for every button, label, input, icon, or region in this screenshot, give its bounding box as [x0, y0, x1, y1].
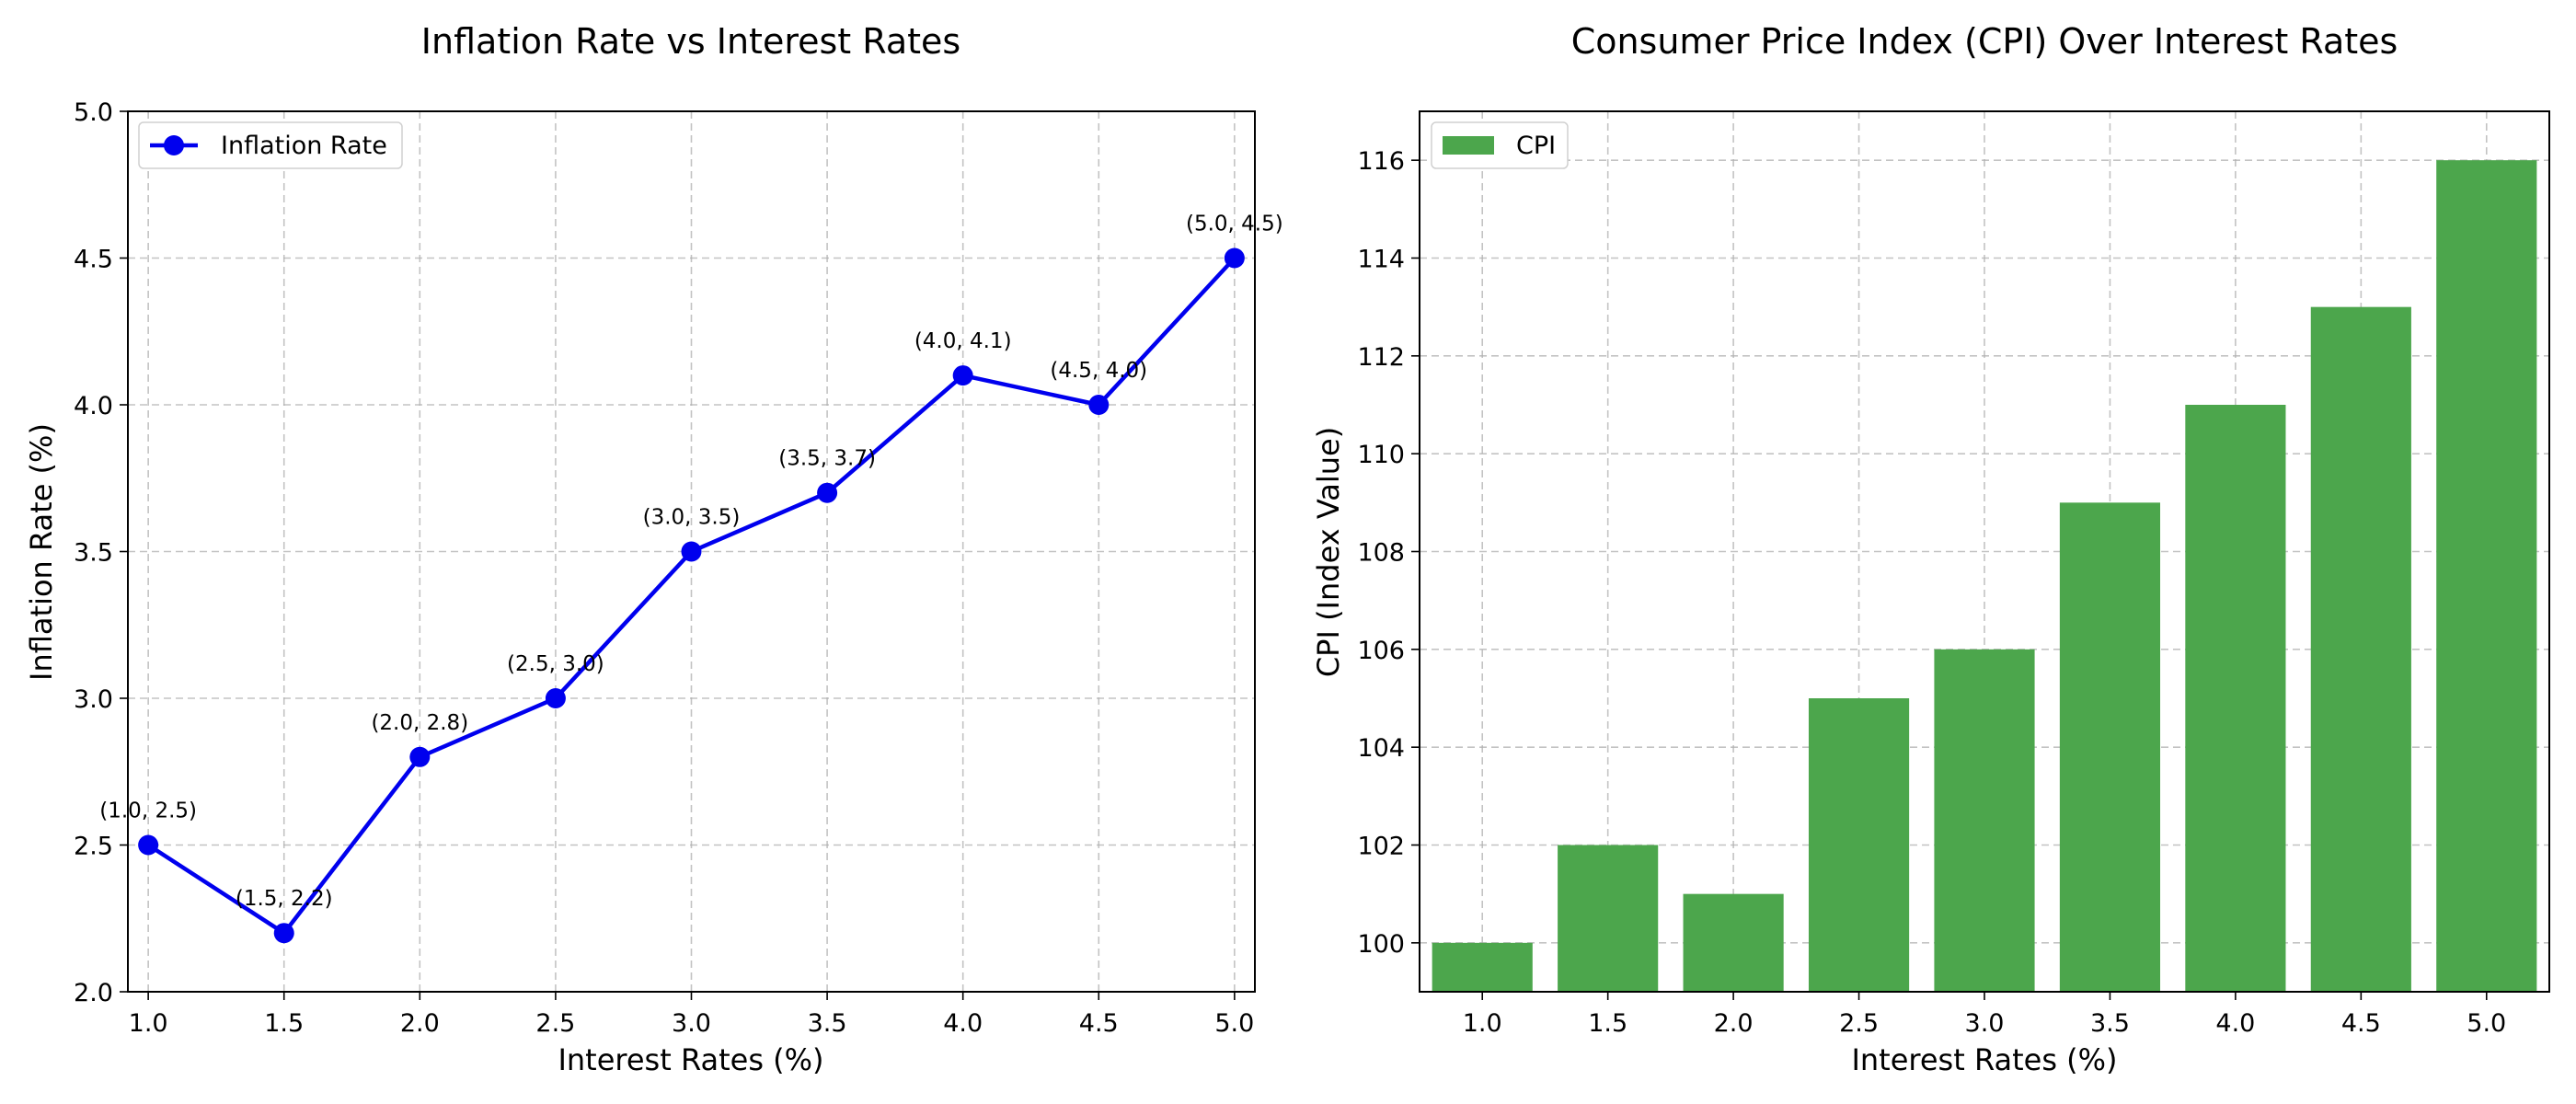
axis-ticks: 1.0 1.5 2.0 2.5 3.0 3.5 4.0 4.5 5.0 2.0 2.5 3.0 3.5 4… — [74, 98, 1254, 1038]
data-point — [1224, 247, 1245, 269]
bar — [1683, 893, 1784, 992]
y-tick-label: 102 — [1357, 833, 1405, 861]
y-tick-label: 110 — [1357, 441, 1405, 469]
x-tick-label: 4.0 — [2215, 1009, 2255, 1038]
x-tick-label: 2.5 — [535, 1009, 575, 1038]
axis-ticks: 1.0 1.5 2.0 2.5 3.0 3.5 4.0 4.5 5.0 100 102 104 106 1… — [1357, 147, 2506, 1038]
data-label: (4.5, 4.0) — [1050, 359, 1147, 383]
y-tick-label: 108 — [1357, 539, 1405, 568]
x-tick-label: 1.5 — [1588, 1009, 1627, 1038]
legend-marker-swatch — [164, 135, 184, 155]
data-label: (1.5, 2.2) — [236, 887, 333, 911]
data-label: (2.5, 3.0) — [507, 652, 604, 676]
plot-area: (1.0, 2.5) (1.5, 2.2) (2.0, 2.8) (2.5, 3.0)… — [99, 213, 1283, 944]
y-tick-label: 3.5 — [74, 539, 113, 568]
data-label: (3.5, 3.7) — [778, 447, 876, 471]
y-tick-label: 106 — [1357, 637, 1405, 665]
inflation-line-chart: Inflation Rate vs Interest Rates (1.0, 2… — [24, 21, 1283, 1077]
data-point — [817, 482, 838, 503]
y-tick-label: 104 — [1357, 734, 1405, 763]
x-tick-label: 3.0 — [1965, 1009, 2005, 1038]
data-label: (3.0, 3.5) — [643, 506, 741, 530]
data-point — [138, 834, 159, 856]
bar — [2185, 405, 2286, 992]
x-axis-label: Interest Rates (%) — [1851, 1042, 2117, 1077]
data-label: (4.0, 4.1) — [914, 329, 1012, 353]
chart-title: Consumer Price Index (CPI) Over Interest… — [1571, 21, 2398, 62]
data-point — [273, 923, 294, 944]
legend-bar-swatch — [1443, 136, 1494, 155]
chart-title: Inflation Rate vs Interest Rates — [421, 21, 960, 62]
bar — [1934, 649, 2035, 992]
legend-label: Inflation Rate — [221, 132, 387, 160]
bar — [1432, 942, 1533, 992]
x-tick-label: 4.5 — [2341, 1009, 2381, 1038]
data-label: (2.0, 2.8) — [371, 711, 468, 735]
x-axis-label: Interest Rates (%) — [558, 1042, 823, 1077]
legend: Inflation Rate — [138, 121, 403, 169]
y-tick-label: 114 — [1357, 246, 1405, 274]
legend: CPI — [1431, 121, 1569, 169]
y-tick-label: 5.0 — [74, 98, 113, 127]
x-tick-label: 1.0 — [129, 1009, 168, 1038]
bar — [2310, 306, 2411, 993]
y-axis-label: CPI (Index Value) — [1311, 427, 1346, 677]
data-point — [681, 541, 702, 562]
x-tick-label: 4.5 — [1079, 1009, 1119, 1038]
x-tick-label: 2.0 — [400, 1009, 440, 1038]
y-tick-label: 4.0 — [74, 392, 113, 420]
legend-box — [1431, 121, 1569, 169]
data-point — [545, 688, 566, 708]
legend-box — [138, 121, 403, 169]
y-axis-label: Inflation Rate (%) — [24, 423, 59, 681]
y-tick-label: 2.5 — [74, 833, 113, 861]
data-label: (5.0, 4.5) — [1186, 213, 1283, 236]
bar — [2436, 160, 2537, 992]
y-tick-label: 116 — [1357, 147, 1405, 176]
data-point — [1088, 395, 1110, 415]
y-tick-label: 112 — [1357, 343, 1405, 372]
y-tick-label: 100 — [1357, 930, 1405, 959]
legend-label: CPI — [1516, 132, 1556, 160]
data-point — [409, 746, 431, 767]
x-tick-label: 1.5 — [264, 1009, 304, 1038]
x-tick-label: 5.0 — [1214, 1009, 1254, 1038]
y-tick-label: 3.0 — [74, 685, 113, 714]
data-label: (1.0, 2.5) — [99, 799, 197, 823]
x-tick-label: 4.0 — [943, 1009, 983, 1038]
y-tick-label: 4.5 — [74, 246, 113, 274]
x-tick-label: 3.5 — [2090, 1009, 2130, 1038]
cpi-bar-chart: Consumer Price Index (CPI) Over Interest… — [1311, 21, 2550, 1077]
x-tick-label: 5.0 — [2467, 1009, 2506, 1038]
x-tick-label: 2.5 — [1839, 1009, 1879, 1038]
x-tick-label: 1.0 — [1463, 1009, 1502, 1038]
x-tick-label: 3.0 — [672, 1009, 711, 1038]
y-tick-label: 2.0 — [74, 979, 113, 1007]
x-tick-label: 3.5 — [808, 1009, 847, 1038]
bar — [2059, 502, 2161, 992]
bar — [1808, 698, 1910, 992]
bar — [1558, 845, 1659, 992]
x-tick-label: 2.0 — [1714, 1009, 1754, 1038]
data-point — [952, 365, 973, 386]
plot-area — [1432, 160, 2537, 993]
